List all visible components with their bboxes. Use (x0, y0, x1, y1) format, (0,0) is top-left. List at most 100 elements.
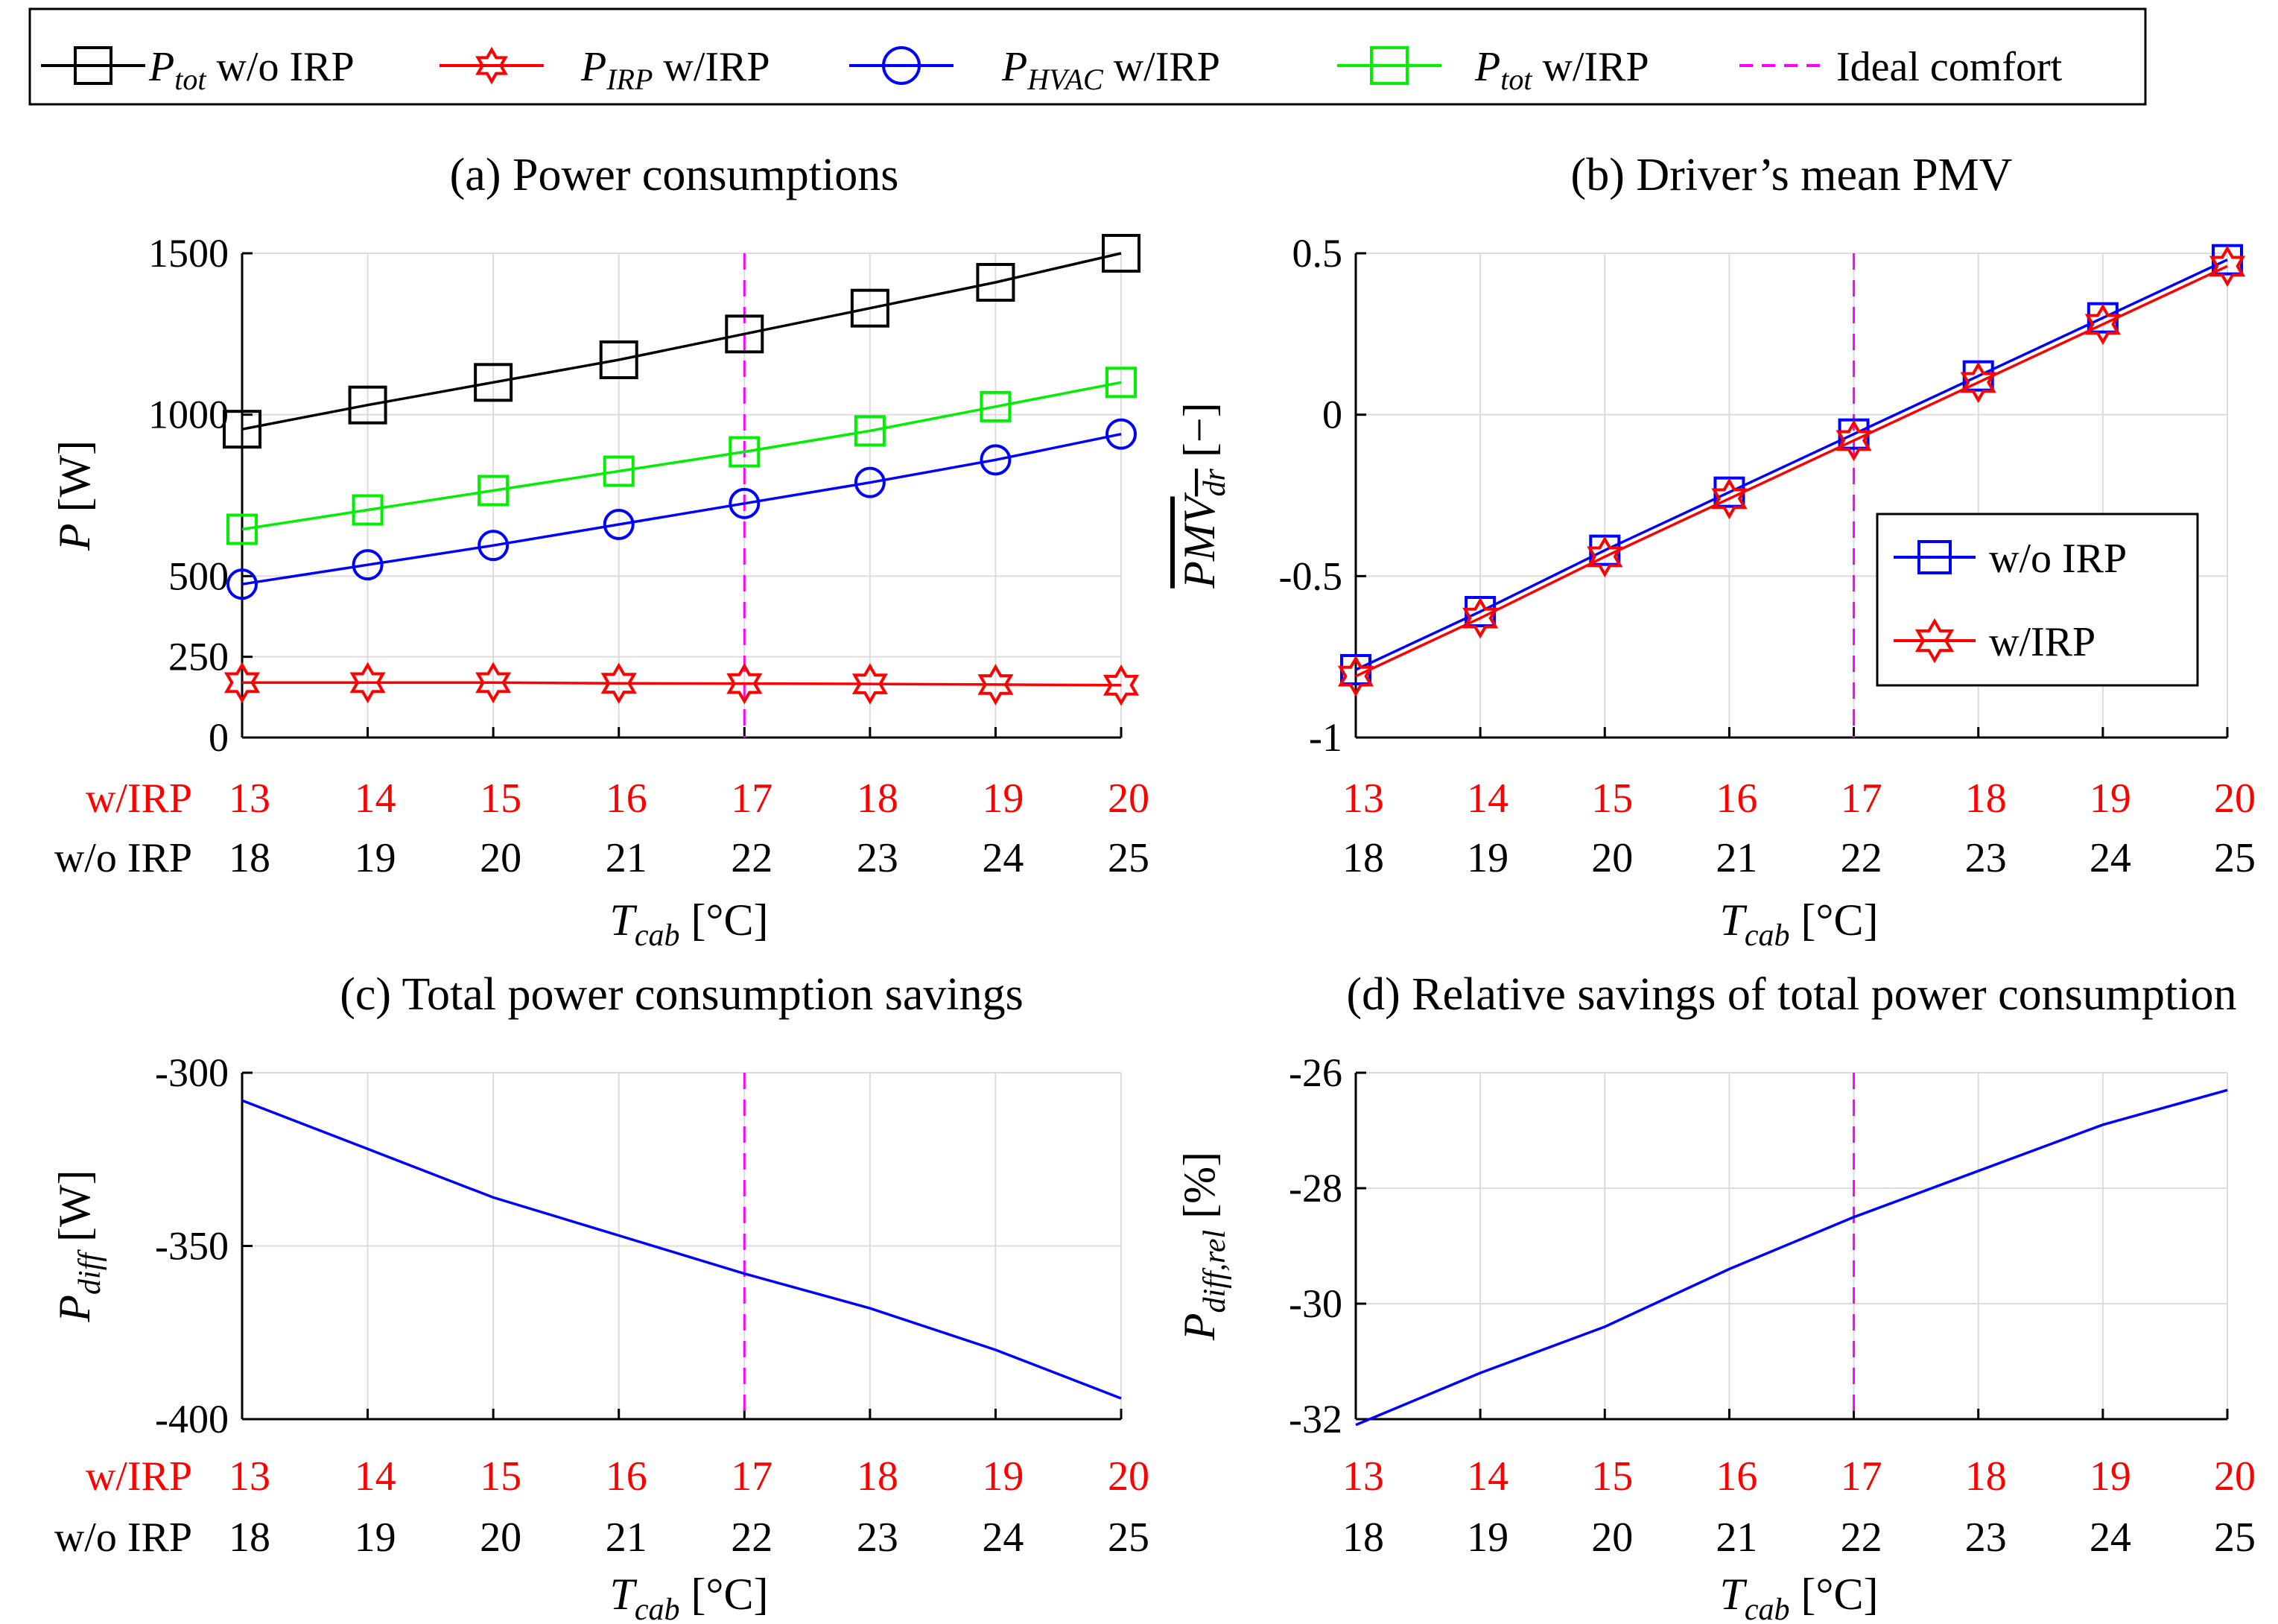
data-point-marker (226, 568, 258, 600)
x-tick-label-woirp: 20 (480, 835, 521, 881)
y-tick-label: -1 (1309, 715, 1342, 760)
y-tick-label: 0 (1322, 393, 1342, 437)
data-point-marker (980, 390, 1012, 422)
x-tick-label-wirp: 15 (480, 1453, 521, 1500)
panel-legend-marker (1914, 618, 1955, 664)
x-tick-label-woirp: 25 (1108, 1514, 1149, 1561)
legend-marker (1370, 46, 1409, 85)
x-tick-label-wirp: 20 (1108, 775, 1149, 822)
y-tick-label: 0 (209, 715, 229, 760)
x-tick-label-wirp: 14 (1467, 775, 1508, 822)
data-point-marker (854, 466, 886, 498)
x-tick-label-woirp: 22 (731, 835, 772, 881)
data-point-marker (1587, 536, 1623, 578)
x-tick-label-wirp: 14 (1467, 1453, 1508, 1500)
data-point-marker (729, 436, 761, 468)
x-tick-label-woirp: 18 (1342, 835, 1384, 881)
y-tick-label: -32 (1289, 1397, 1342, 1441)
x-tick-label-wirp: 15 (1591, 1453, 1633, 1500)
x-tick-label-woirp: 21 (1716, 835, 1757, 881)
series-line (242, 681, 1122, 687)
legend-label: PIRP w/IRP (580, 44, 770, 96)
data-point-marker (850, 288, 889, 328)
chart-c: (c) Total power consumption savings -400 -… (50, 969, 1149, 1624)
x-tick-label-woirp: 22 (731, 1514, 772, 1561)
x-tick-label-wirp: 14 (355, 775, 396, 822)
x-tick-label-wirp: 17 (1841, 775, 1882, 822)
x-tick-label-woirp: 25 (2214, 835, 2256, 881)
y-tick-label: -300 (155, 1050, 229, 1095)
x-tick-label-wirp: 13 (229, 775, 270, 822)
y-axis-label: P [W] (50, 440, 99, 551)
x-tick-label-wirp: 18 (1965, 1453, 2007, 1500)
legend-marker (882, 46, 921, 85)
x-tick-label-wirp: 14 (355, 1453, 396, 1500)
data-point-marker (976, 263, 1015, 302)
panel-legend-label: w/o IRP (1989, 536, 2127, 582)
data-point-marker (1102, 664, 1140, 706)
y-tick-label: -30 (1289, 1281, 1342, 1326)
x-tick-label-wirp: 19 (2090, 775, 2131, 822)
data-point-marker (1105, 367, 1137, 399)
data-point-marker (603, 509, 635, 540)
x-tick-label-woirp: 23 (1965, 1514, 2007, 1561)
data-point-marker (1337, 655, 1374, 697)
x-tick-label-woirp: 18 (229, 1514, 270, 1561)
data-point-marker (348, 385, 387, 425)
y-tick-label: 1500 (148, 231, 229, 276)
data-point-marker (1960, 361, 1996, 404)
x-tick-label-wirp: 19 (2090, 1453, 2131, 1500)
x-tick-label-woirp: 20 (1591, 1514, 1633, 1561)
x-tick-label-wirp: 18 (1965, 775, 2007, 822)
y-axis-label: Pdiff [W] (50, 1170, 107, 1322)
x-tick-label-wirp: 18 (857, 775, 898, 822)
x-axis-label: Tcab [°C] (609, 1570, 768, 1624)
data-point-marker (478, 475, 510, 507)
data-point-marker (226, 513, 258, 545)
x-tick-label-wirp: 17 (1841, 1453, 1882, 1500)
x-row-label-woirp: w/o IRP (54, 835, 192, 881)
x-tick-label-woirp: 25 (2214, 1514, 2256, 1561)
panel-legend-label: w/IRP (1989, 619, 2095, 665)
x-tick-label-woirp: 22 (1841, 835, 1882, 881)
x-tick-label-woirp: 23 (857, 835, 898, 881)
data-point-marker (599, 340, 638, 379)
data-point-marker (474, 363, 513, 402)
data-point-marker (854, 415, 886, 447)
y-tick-label: -0.5 (1279, 554, 1342, 598)
x-tick-label-wirp: 15 (480, 775, 521, 822)
x-tick-label-wirp: 16 (606, 775, 647, 822)
data-point-marker (600, 662, 637, 705)
y-tick-label: 250 (168, 635, 229, 679)
data-point-marker (1462, 597, 1499, 639)
x-tick-label-wirp: 20 (2214, 1453, 2256, 1500)
data-point-marker (2209, 245, 2246, 288)
legend-label: PHVAC w/IRP (1001, 44, 1220, 96)
series-line (1355, 264, 2228, 678)
chart-a: (a) Power consumptions 0 250 500 1000 1500 w/I… (50, 150, 1149, 953)
x-tick-label-woirp: 23 (1965, 835, 2007, 881)
x-tick-label-wirp: 13 (229, 1453, 270, 1500)
x-tick-label-wirp: 13 (1342, 775, 1384, 822)
x-tick-label-wirp: 17 (731, 775, 772, 822)
x-tick-label-woirp: 21 (1716, 1514, 1757, 1561)
top-legend-box (28, 7, 2147, 106)
x-tick-label-woirp: 21 (606, 835, 647, 881)
series-line (241, 432, 1122, 586)
x-tick-label-wirp: 13 (1342, 1453, 1384, 1500)
x-tick-label-wirp: 16 (1716, 1453, 1757, 1500)
series-line (241, 252, 1122, 431)
y-tick-label: -350 (155, 1224, 229, 1269)
legend-marker (74, 46, 112, 85)
chart-b: (b) Driver’s mean PMV -1 -0.5 0 0.5 13 18 14 19 1… (1175, 150, 2256, 953)
legend-label: Ptot w/IRP (1474, 44, 1649, 96)
x-tick-label-woirp: 21 (606, 1514, 647, 1561)
x-tick-label-wirp: 15 (1591, 775, 1633, 822)
y-tick-label: -26 (1289, 1050, 1342, 1095)
data-point-marker (1711, 478, 1748, 520)
x-axis-label: Tcab [°C] (1719, 895, 1878, 953)
y-tick-label: 1000 (148, 393, 229, 437)
chart-title: (d) Relative savings of total power cons… (1347, 969, 2237, 1020)
x-tick-label-woirp: 24 (982, 835, 1024, 881)
